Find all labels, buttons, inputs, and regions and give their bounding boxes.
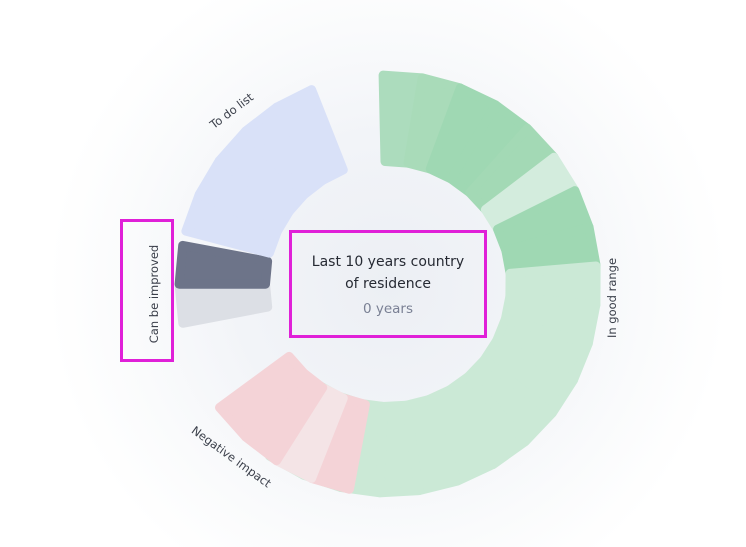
center-title: Last 10 years country of residence (311, 254, 465, 292)
label-can-be-improved: Can be improved (147, 245, 161, 343)
center-summary[interactable]: Last 10 years country of residence 0 yea… (289, 230, 487, 338)
segment-to-do-list[interactable] (272, 85, 348, 185)
segment-can-be-improved[interactable] (174, 279, 273, 328)
segment-can-be-improved[interactable] (174, 240, 273, 289)
label-in-good-range: In good range (605, 258, 619, 338)
center-value: 0 years (362, 301, 414, 317)
segment-negative-impact[interactable] (215, 351, 309, 442)
can-be-improved-highlight (120, 219, 174, 362)
